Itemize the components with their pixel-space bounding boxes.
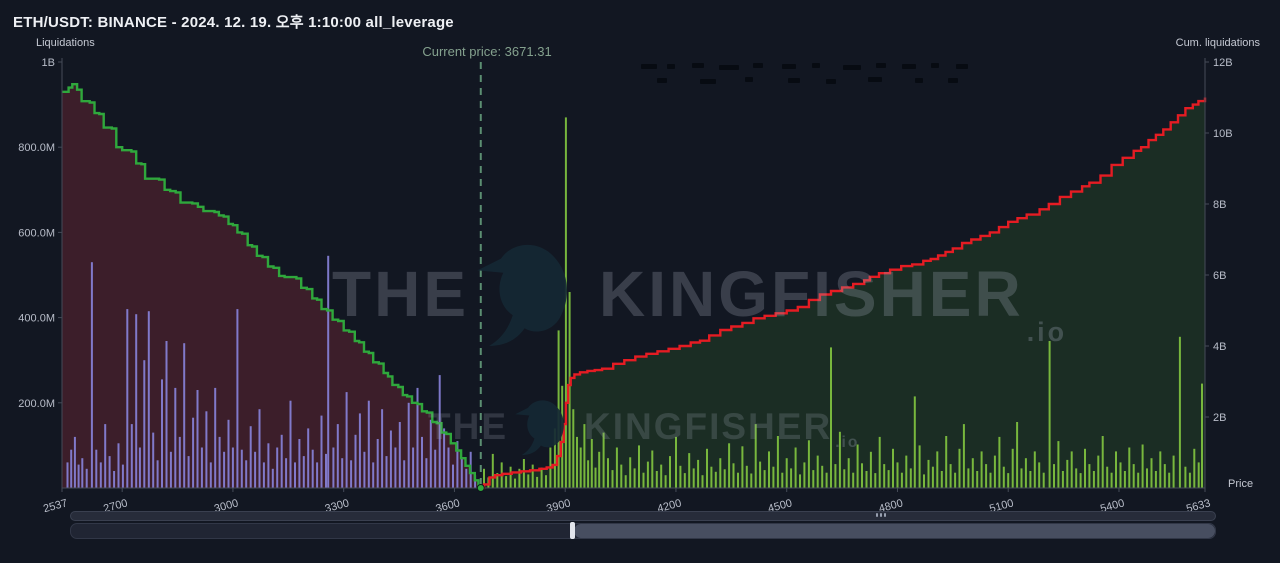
price-axis-label: Price: [1228, 478, 1254, 490]
long-liquidation-bars: [66, 255, 477, 489]
right-tick-label: 10B: [1213, 128, 1233, 140]
x-tick-label: 4800: [878, 497, 905, 512]
left-tick-label: 600.0M: [18, 227, 55, 239]
left-tick-label: 1B: [42, 57, 55, 69]
x-tick-label: 3300: [324, 497, 351, 512]
cumulative-short-line: [480, 97, 1207, 490]
x-tick-label: 4500: [767, 497, 794, 512]
x-tick-label: 3600: [434, 497, 461, 512]
right-tick-label: 2B: [1213, 412, 1226, 424]
scrollbar-top[interactable]: [70, 511, 1216, 521]
right-tick-label: 12B: [1213, 57, 1233, 69]
x-tick-label: 4200: [656, 497, 683, 512]
liquidation-chart-canvas[interactable]: 1B 800.0M 600.0M 400.0M 200.0M 12B 10B 8B 6B 4B 2B…: [0, 0, 1280, 512]
scrollbar-thumb[interactable]: [574, 524, 1215, 538]
x-tick-label: 3900: [545, 497, 572, 512]
top-dashes: [641, 63, 968, 84]
left-axis-title: Liquidations: [36, 37, 95, 49]
x-tick-label: 2537: [42, 497, 69, 512]
chart-title: ETH/USDT: BINANCE - 2024. 12. 19. 오후 1:1…: [13, 14, 454, 31]
current-price-label: Current price: 3671.31: [422, 44, 552, 59]
scrollbar-drag-handle[interactable]: [570, 522, 575, 539]
x-tick-label: 5400: [1099, 497, 1126, 512]
right-tick-label: 8B: [1213, 199, 1226, 211]
left-tick-label: 400.0M: [18, 313, 55, 325]
right-axis-title: Cum. liquidations: [1175, 37, 1260, 49]
current-price-dot: [476, 484, 485, 492]
x-tick-label: 5100: [988, 497, 1015, 512]
x-tick-label: 3000: [213, 497, 240, 512]
right-tick-label: 4B: [1213, 341, 1226, 353]
right-tick-label: 6B: [1213, 270, 1226, 282]
x-tick-label: 5633: [1185, 497, 1212, 512]
cumulative-long-line: [62, 83, 482, 488]
short-cumulative-area: [480, 97, 1205, 488]
scrollbar-bottom[interactable]: [70, 522, 1216, 539]
x-tick-label: 2700: [102, 497, 129, 512]
left-tick-label: 200.0M: [18, 398, 55, 410]
left-tick-label: 800.0M: [18, 142, 55, 154]
scrollbar-grip-icon[interactable]: [876, 513, 886, 517]
